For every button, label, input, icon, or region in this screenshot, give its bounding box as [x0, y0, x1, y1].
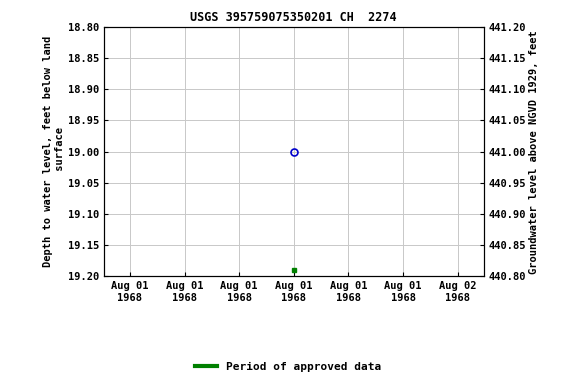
Y-axis label: Depth to water level, feet below land
 surface: Depth to water level, feet below land su…: [43, 36, 65, 267]
Y-axis label: Groundwater level above NGVD 1929, feet: Groundwater level above NGVD 1929, feet: [529, 30, 539, 273]
Title: USGS 395759075350201 CH  2274: USGS 395759075350201 CH 2274: [191, 11, 397, 24]
Legend: Period of approved data: Period of approved data: [191, 358, 385, 377]
